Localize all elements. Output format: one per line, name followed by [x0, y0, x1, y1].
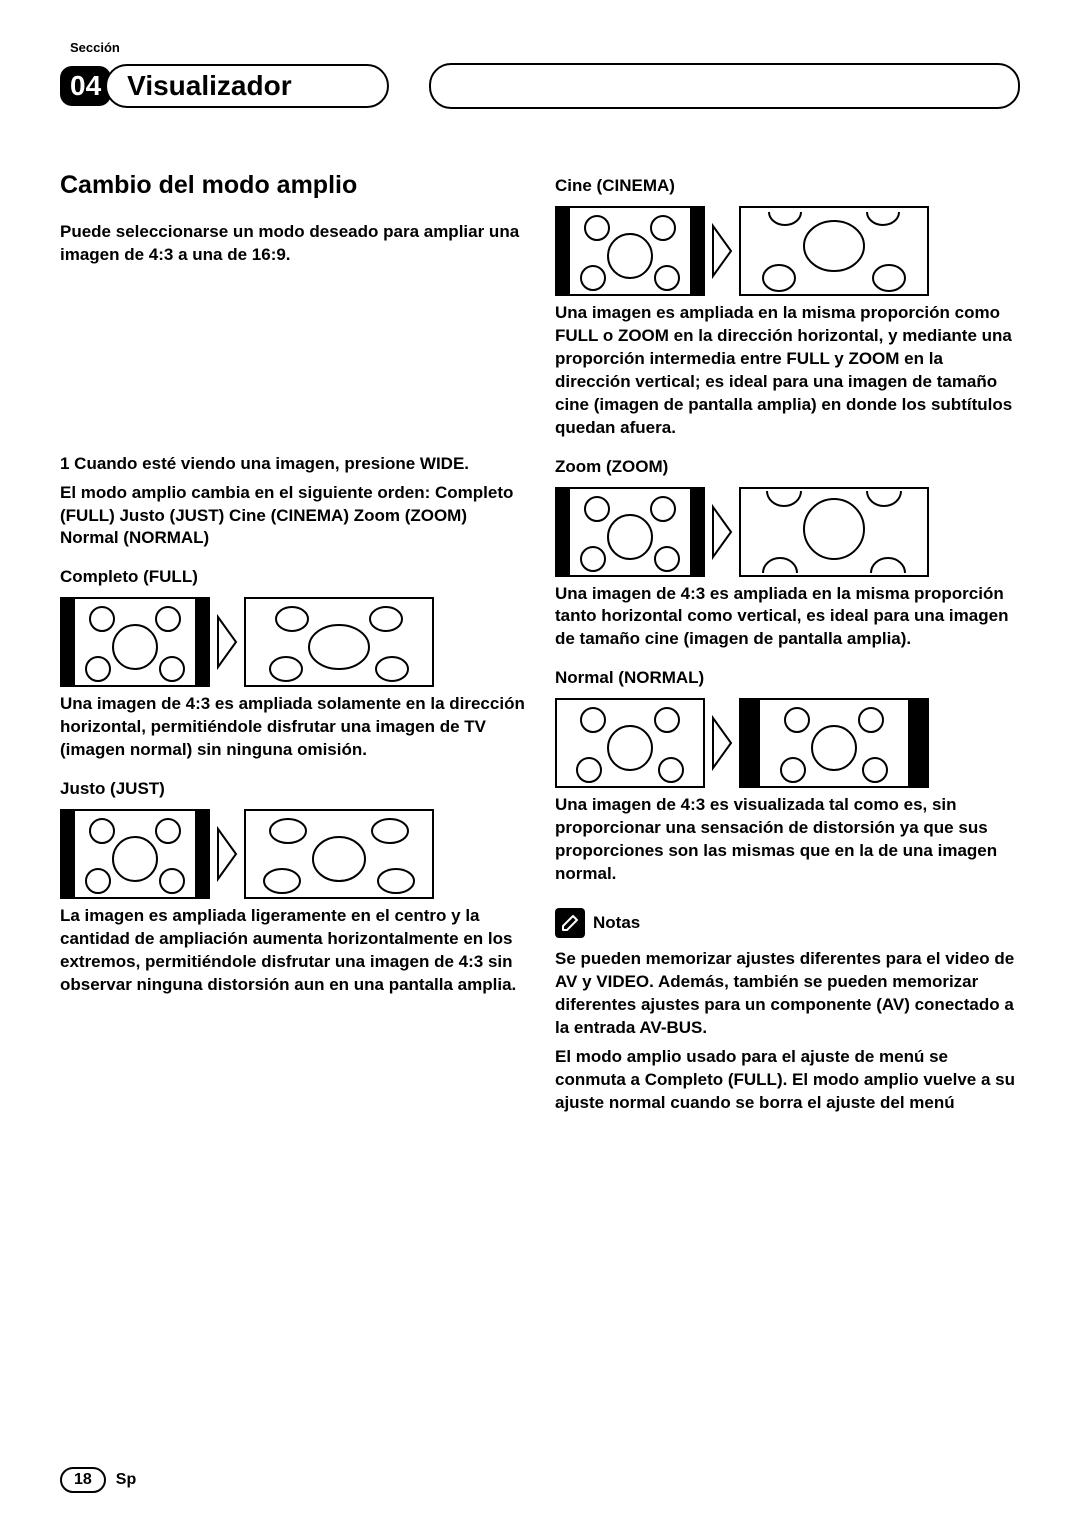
full-desc: Una imagen de 4:3 es ampliada solamente … — [60, 693, 525, 762]
note1: Se pueden memorizar ajustes diferentes p… — [555, 948, 1020, 1040]
diagram-source-43plain — [555, 698, 705, 788]
diagram-target-normal — [739, 698, 929, 788]
page: Sección 04 Visualizador Cambio del modo … — [0, 0, 1080, 1533]
arrow-icon — [216, 597, 238, 687]
diagram-target-wide — [244, 597, 434, 687]
normal-title: Normal (NORMAL) — [555, 667, 1020, 690]
language-code: Sp — [116, 1471, 136, 1489]
note2: El modo amplio usado para el ajuste de m… — [555, 1046, 1020, 1115]
just-desc: La imagen es ampliada ligeramente en el … — [60, 905, 525, 997]
diagram-source-43bars — [555, 487, 705, 577]
page-footer: 18 Sp — [60, 1467, 136, 1493]
arrow-icon — [216, 809, 238, 899]
diagram-source-43bars — [60, 809, 210, 899]
normal-desc: Una imagen de 4:3 es visualizada tal com… — [555, 794, 1020, 886]
section-number-badge: 04 — [60, 66, 111, 106]
arrow-icon — [711, 698, 733, 788]
diagram-target-just — [244, 809, 434, 899]
pencil-icon — [555, 908, 585, 938]
section-label: Sección — [70, 40, 1020, 55]
zoom-desc: Una imagen de 4:3 es ampliada en la mism… — [555, 583, 1020, 652]
just-diagram — [60, 809, 525, 899]
diagram-source-43bars — [60, 597, 210, 687]
page-number: 18 — [60, 1467, 106, 1493]
zoom-title: Zoom (ZOOM) — [555, 456, 1020, 479]
arrow-icon — [711, 487, 733, 577]
full-diagram — [60, 597, 525, 687]
notes-header: Notas — [555, 908, 1020, 938]
intro-text: Puede seleccionarse un modo deseado para… — [60, 221, 525, 267]
spacer — [60, 273, 525, 453]
zoom-diagram — [555, 487, 1020, 577]
diagram-target-cinema — [739, 206, 929, 296]
cinema-diagram — [555, 206, 1020, 296]
main-heading: Cambio del modo amplio — [60, 169, 525, 203]
cinema-title: Cine (CINEMA) — [555, 175, 1020, 198]
normal-diagram — [555, 698, 1020, 788]
right-column: Cine (CINEMA) — [555, 169, 1020, 1121]
section-title-pill: Visualizador — [105, 64, 389, 108]
blank-pill — [429, 63, 1020, 109]
arrow-icon — [711, 206, 733, 296]
left-column: Cambio del modo amplio Puede seleccionar… — [60, 169, 525, 1121]
notes-title: Notas — [593, 912, 640, 935]
diagram-source-43bars — [555, 206, 705, 296]
header-row: 04 Visualizador — [60, 63, 1020, 109]
step1-desc: El modo amplio cambia en el siguiente or… — [60, 482, 525, 551]
content-columns: Cambio del modo amplio Puede seleccionar… — [60, 169, 1020, 1121]
full-title: Completo (FULL) — [60, 566, 525, 589]
cinema-desc: Una imagen es ampliada en la misma propo… — [555, 302, 1020, 440]
step1: 1 Cuando esté viendo una imagen, presion… — [60, 453, 525, 476]
just-title: Justo (JUST) — [60, 778, 525, 801]
diagram-target-zoom — [739, 487, 929, 577]
